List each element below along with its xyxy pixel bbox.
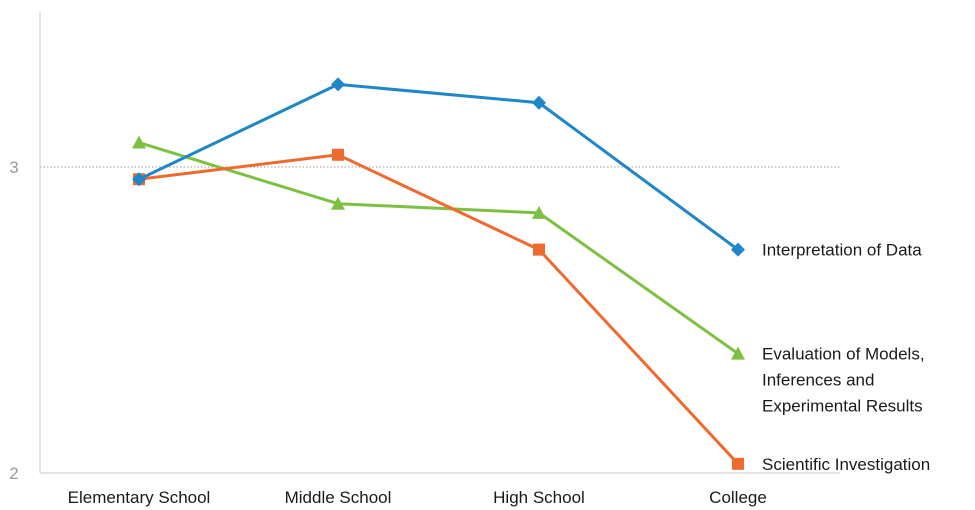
data-point-square [533,243,545,256]
series-lines [132,77,745,470]
y-tick-label: 3 [9,158,18,177]
data-point-triangle [331,196,345,210]
x-axis-categories: Elementary School Middle School High Schoo… [68,488,767,507]
legend-label: Experimental Results [762,397,923,416]
series-line [138,153,740,465]
data-point-square [332,148,344,161]
y-axis-ticks: 23 [9,158,18,483]
data-point-triangle [532,205,546,219]
series-diamond [132,77,745,257]
legend-label: Evaluation of Models, [762,345,925,364]
data-point-diamond [331,77,345,92]
legend-label: Inferences and [762,371,874,390]
legend-label: Interpretation of Data [762,241,922,260]
x-category-label: Elementary School [68,488,211,507]
data-point-triangle [132,135,146,149]
data-point-diamond [731,242,745,257]
x-category-label: High School [493,488,585,507]
series-line [138,141,739,355]
data-point-diamond [532,95,546,110]
legend-label: Scientific Investigation [762,455,930,474]
data-point-diamond [132,172,146,187]
data-point-triangle [731,346,745,360]
x-category-label: Middle School [285,488,392,507]
series-line [138,82,739,251]
data-point-square [732,457,744,470]
series-square [133,148,744,470]
series-triangle [132,135,745,360]
y-tick-label: 2 [9,464,18,483]
legend: Interpretation of Data Evaluation of Mode… [762,241,930,474]
x-category-label: College [709,488,767,507]
